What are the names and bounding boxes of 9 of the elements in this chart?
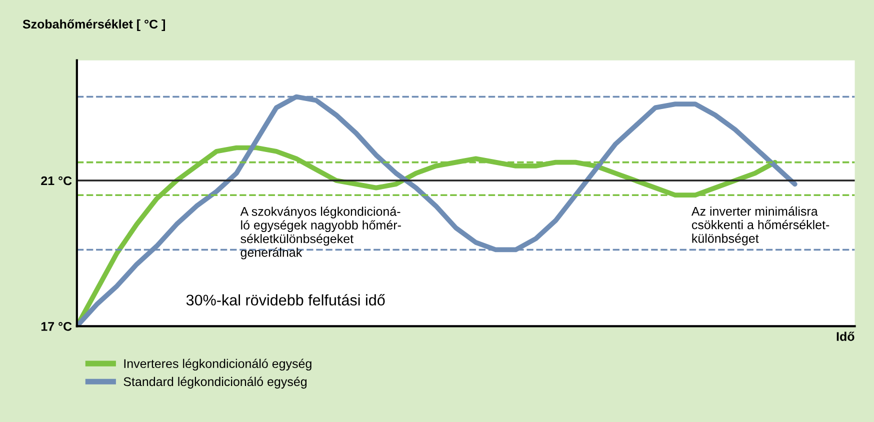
annotation: 30%-kal rövidebb felfutási idő <box>186 294 385 306</box>
y-tick-label: 17 °C <box>41 322 72 331</box>
y-tick-label: 21 °C <box>41 176 72 186</box>
annotation: Az inverter minimálisra csökkenti a hőmérséklet- különbséget <box>691 206 830 246</box>
legend-label: Inverteres légkondicionáló egység <box>124 358 312 371</box>
y-axis-title: Szobahőmérséklet [ °C ] <box>22 19 165 32</box>
x-axis-title: Idő <box>836 332 854 341</box>
legend-label: Standard légkondicionáló egység <box>124 376 307 389</box>
annotation: A szokványos légkondicioná- ló egységek nagyobb hőmér- sékletkülönbségeket generálnak <box>240 206 401 260</box>
